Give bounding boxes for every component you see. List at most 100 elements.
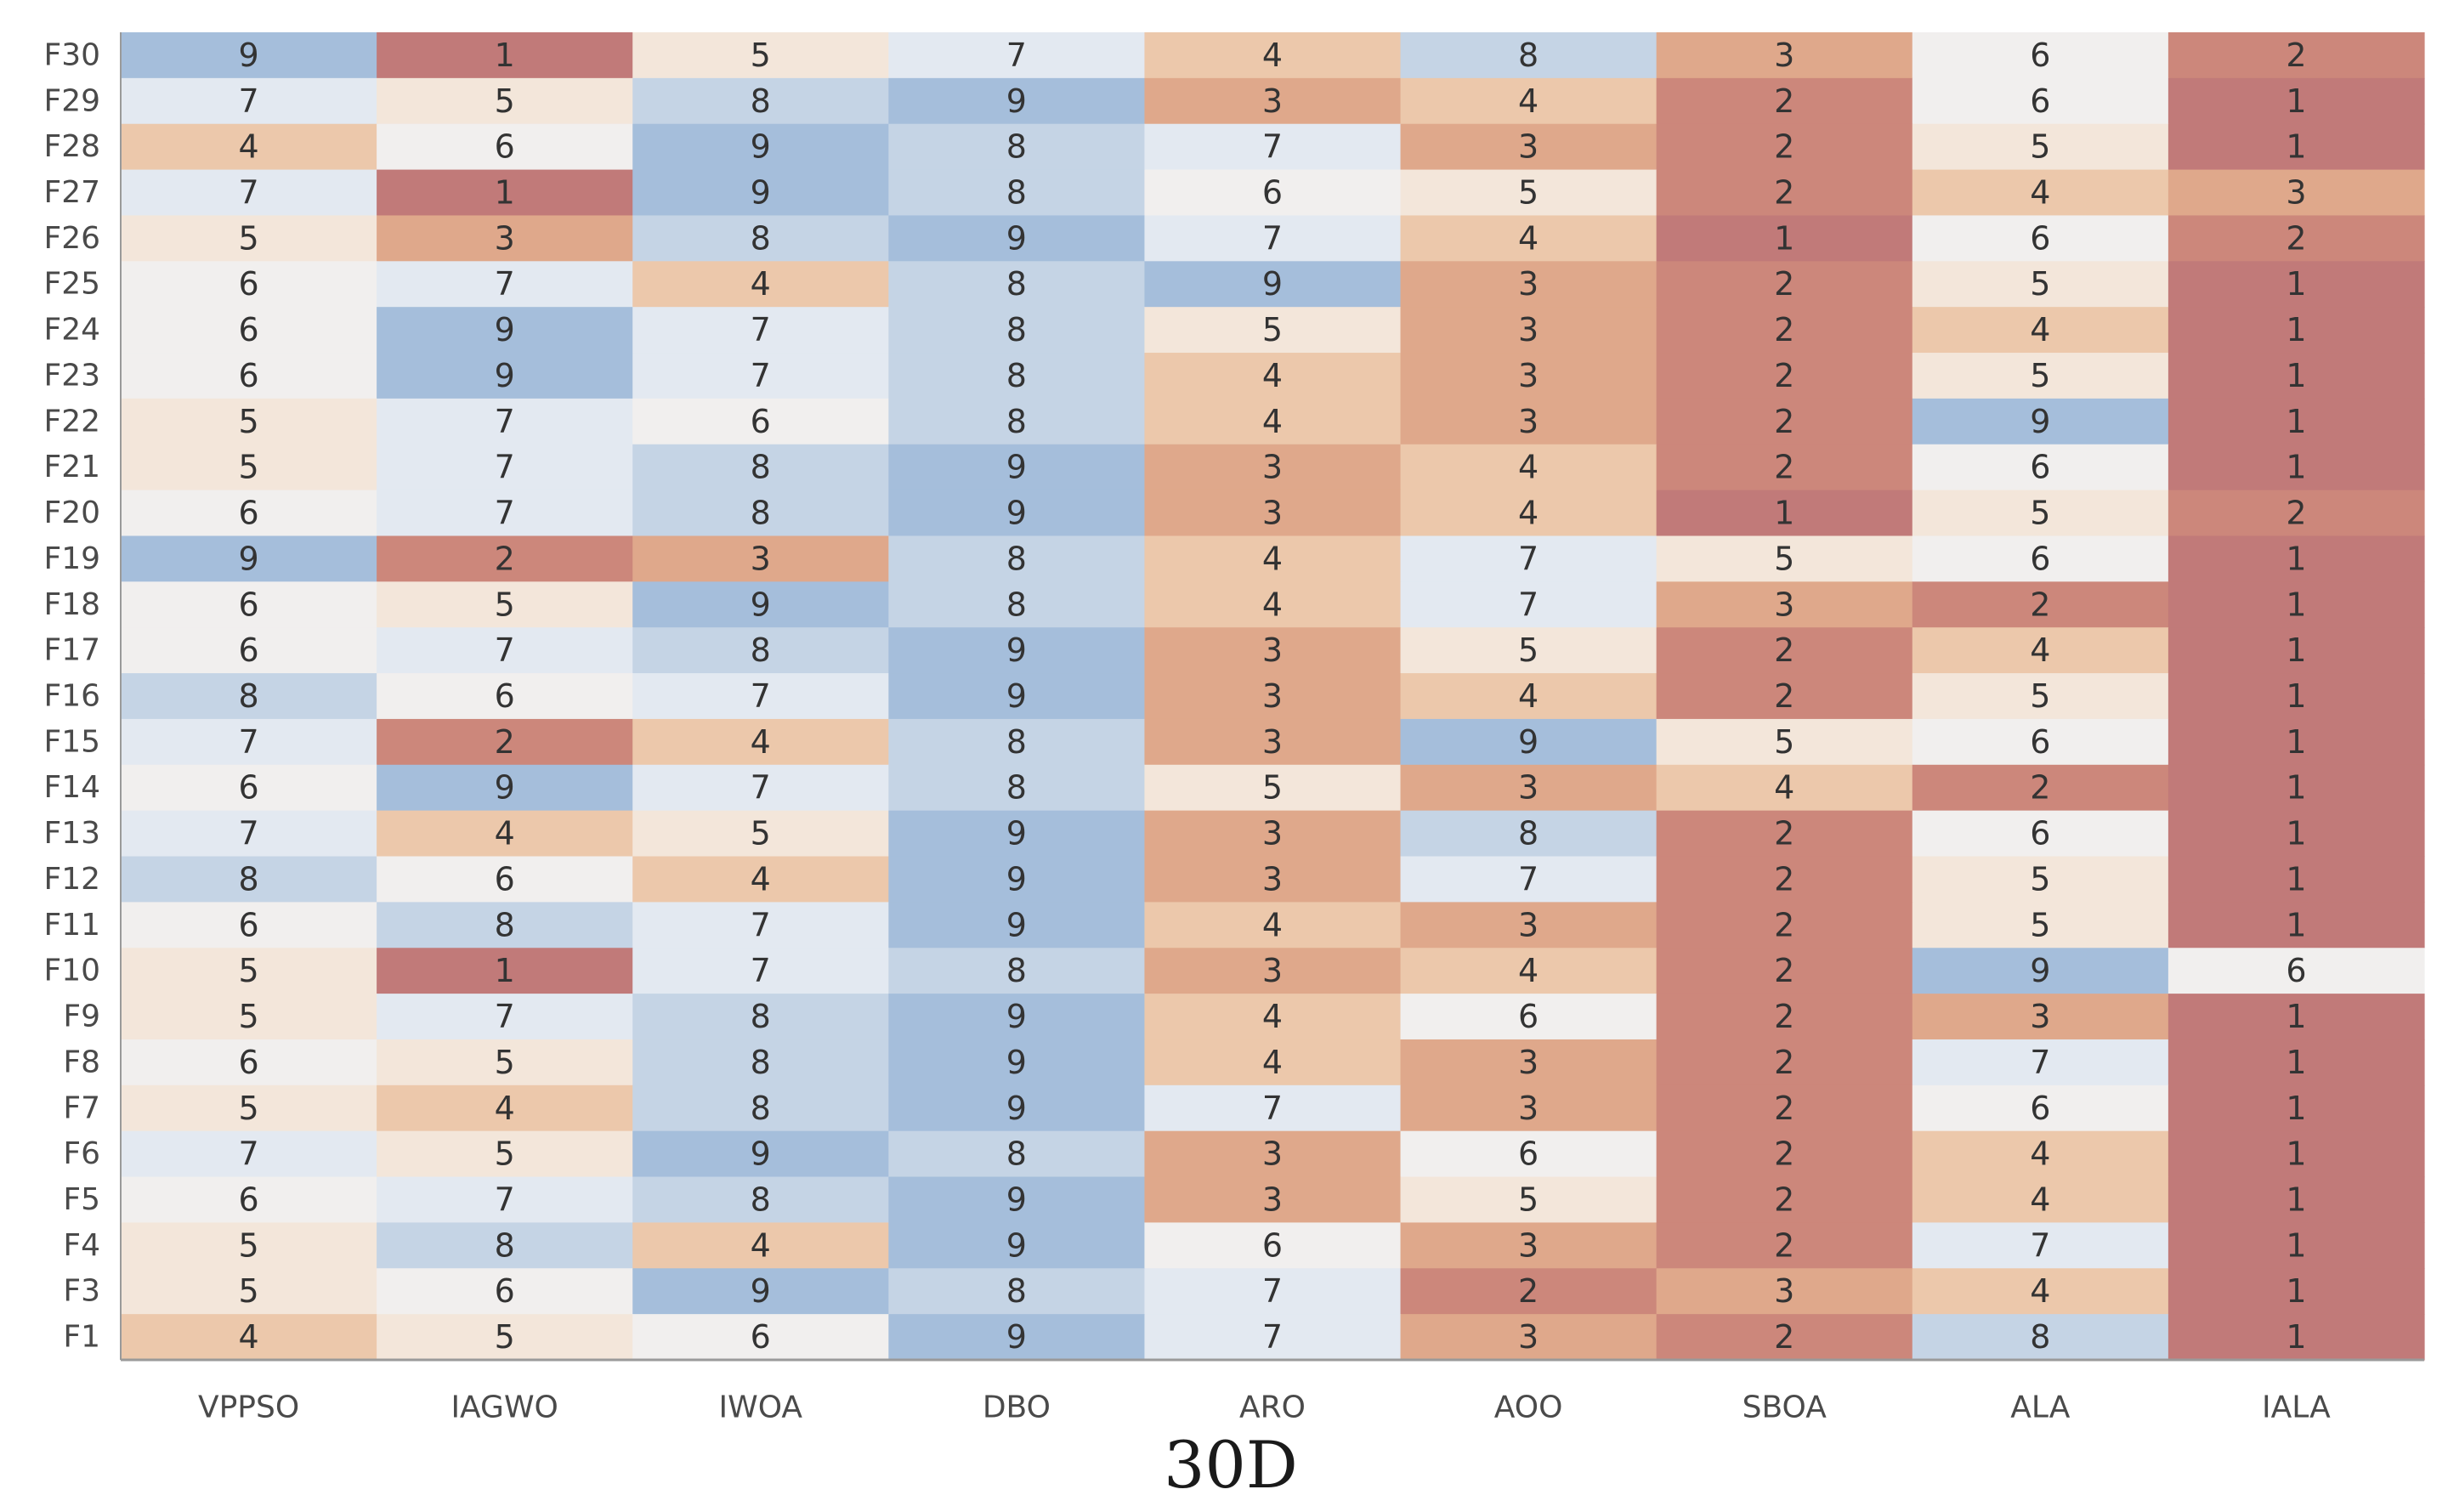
heatmap-cell bbox=[632, 581, 889, 628]
cell-value-label: 4 bbox=[1774, 769, 1794, 807]
heatmap-cell bbox=[2168, 673, 2425, 720]
cell-value-label: 2 bbox=[1774, 1090, 1794, 1127]
heatmap-cell bbox=[1656, 1039, 1913, 1086]
heatmap-cell bbox=[377, 1314, 633, 1361]
heatmap-cell bbox=[888, 948, 1146, 994]
heatmap-cell bbox=[121, 718, 377, 766]
heatmap-cell bbox=[1912, 490, 2169, 537]
row-tick-label: F23 bbox=[43, 358, 100, 393]
heatmap-cell bbox=[1400, 1222, 1658, 1269]
heatmap-cell bbox=[888, 994, 1146, 1040]
heatmap-cell bbox=[1400, 77, 1658, 125]
heatmap-cell bbox=[632, 764, 889, 812]
cell-value-label: 9 bbox=[1006, 860, 1027, 898]
row-tick-label: F26 bbox=[43, 221, 100, 256]
chart-caption: 30D bbox=[1164, 1427, 1298, 1503]
heatmap-cell bbox=[1400, 764, 1658, 812]
cell-value-label: 9 bbox=[1006, 631, 1027, 669]
cell-value-label: 7 bbox=[751, 311, 771, 348]
cell-value-label: 9 bbox=[1006, 82, 1027, 120]
heatmap-cell bbox=[1656, 444, 1913, 491]
cell-value-label: 5 bbox=[1774, 723, 1794, 761]
cell-value-label: 8 bbox=[1006, 311, 1027, 348]
cell-value-label: 2 bbox=[1774, 677, 1794, 715]
cell-value-label: 8 bbox=[751, 1044, 771, 1081]
heatmap-cell bbox=[1912, 1268, 2169, 1315]
heatmap-cell bbox=[888, 856, 1146, 903]
heatmap-cell bbox=[377, 490, 633, 537]
heatmap-cell bbox=[377, 994, 633, 1040]
cell-value-label: 8 bbox=[751, 998, 771, 1035]
heatmap-cell bbox=[1656, 718, 1913, 766]
heatmap-cell bbox=[888, 444, 1146, 491]
heatmap-cell bbox=[2168, 627, 2425, 674]
heatmap-cell bbox=[632, 307, 889, 354]
heatmap-cell bbox=[1912, 948, 2169, 994]
heatmap-cell bbox=[377, 77, 633, 125]
cell-value-label: 3 bbox=[1518, 1318, 1538, 1356]
heatmap-cell bbox=[1144, 581, 1402, 628]
heatmap-cell bbox=[1912, 718, 2169, 766]
cell-value-label: 7 bbox=[1262, 1318, 1283, 1356]
cell-value-label: 4 bbox=[1518, 677, 1538, 715]
heatmap-cell bbox=[888, 581, 1146, 628]
heatmap-cell bbox=[1912, 353, 2169, 399]
cell-value-label: 5 bbox=[495, 1318, 515, 1356]
heatmap-cell bbox=[377, 307, 633, 354]
cell-value-label: 6 bbox=[2030, 815, 2050, 852]
cell-value-label: 1 bbox=[2286, 265, 2306, 303]
cell-value-label: 5 bbox=[238, 952, 258, 989]
heatmap-cell bbox=[377, 856, 633, 903]
heatmap-cell bbox=[1400, 169, 1658, 217]
heatmap-cell bbox=[888, 307, 1146, 354]
cell-value-label: 9 bbox=[1006, 1226, 1027, 1264]
heatmap-cell bbox=[2168, 307, 2425, 354]
heatmap-cell bbox=[1400, 444, 1658, 491]
cell-value-label: 6 bbox=[2030, 219, 2050, 257]
cell-value-label: 4 bbox=[1262, 403, 1283, 440]
cell-value-label: 9 bbox=[751, 174, 771, 212]
cell-value-label: 2 bbox=[1774, 265, 1794, 303]
cell-value-label: 1 bbox=[2286, 1181, 2306, 1218]
cell-value-label: 5 bbox=[2030, 495, 2050, 532]
cell-value-label: 3 bbox=[495, 219, 515, 257]
cell-value-label: 4 bbox=[751, 265, 771, 303]
cell-value-label: 4 bbox=[751, 1226, 771, 1264]
cell-value-label: 6 bbox=[238, 1044, 258, 1081]
heatmap-cell bbox=[2168, 948, 2425, 994]
heatmap-cell bbox=[1144, 32, 1402, 79]
heatmap-cell bbox=[377, 764, 633, 812]
heatmap-cell bbox=[1400, 627, 1658, 674]
heatmap-cell bbox=[2168, 77, 2425, 125]
row-tick-label: F28 bbox=[43, 129, 100, 164]
heatmap-cell bbox=[888, 490, 1146, 537]
heatmap-cell bbox=[121, 627, 377, 674]
heatmap-cell bbox=[1144, 1130, 1402, 1178]
cell-value-label: 7 bbox=[1262, 1272, 1283, 1310]
cell-value-label: 4 bbox=[1518, 449, 1538, 486]
cell-value-label: 1 bbox=[2286, 1272, 2306, 1310]
heatmap-cell bbox=[1144, 215, 1402, 262]
cell-value-label: 5 bbox=[1262, 769, 1283, 807]
row-tick-label: F15 bbox=[43, 724, 100, 759]
heatmap-cell bbox=[888, 77, 1146, 125]
cell-value-label: 5 bbox=[495, 1135, 515, 1173]
heatmap-cell bbox=[121, 764, 377, 812]
cell-value-label: 8 bbox=[751, 495, 771, 532]
row-tick-label: F21 bbox=[43, 450, 100, 484]
cell-value-label: 1 bbox=[495, 174, 515, 212]
cell-value-label: 3 bbox=[1518, 1090, 1538, 1127]
cell-value-label: 4 bbox=[238, 1318, 258, 1356]
heatmap-cell bbox=[377, 627, 633, 674]
cell-value-label: 5 bbox=[2030, 860, 2050, 898]
cell-value-label: 6 bbox=[2030, 37, 2050, 74]
heatmap-cell bbox=[1144, 627, 1402, 674]
row-tick-label: F4 bbox=[63, 1228, 100, 1263]
cell-value-label: 4 bbox=[1262, 586, 1283, 623]
heatmap-cell bbox=[121, 32, 377, 79]
heatmap-cell bbox=[1144, 1314, 1402, 1361]
cell-value-label: 9 bbox=[1006, 449, 1027, 486]
heatmap-cell bbox=[888, 32, 1146, 79]
column-labels: VPPSO IAGWO IWOA DBO ARO AOO SBOA ALA IALA bbox=[198, 1390, 2331, 1425]
cell-value-label: 8 bbox=[751, 219, 771, 257]
